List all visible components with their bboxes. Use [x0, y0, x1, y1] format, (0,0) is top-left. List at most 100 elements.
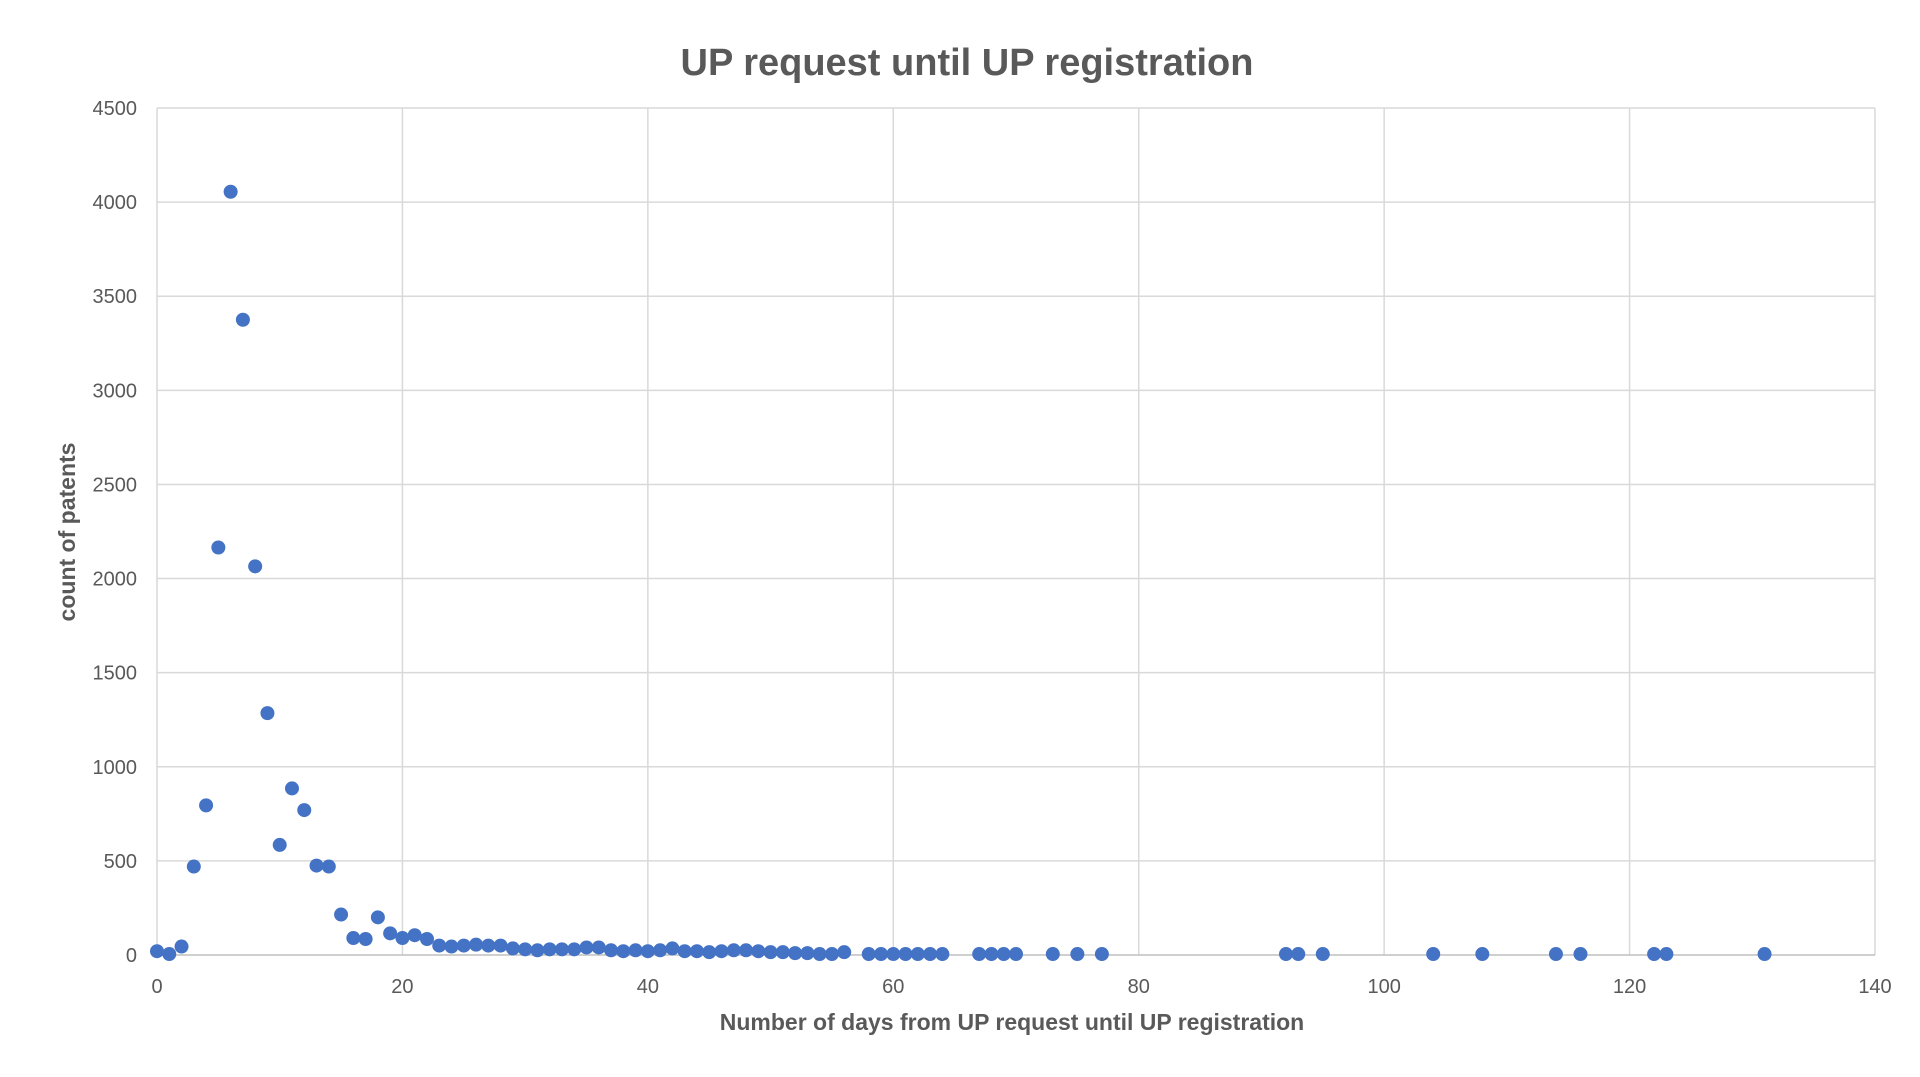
x-tick-label: 80 [1128, 976, 1150, 998]
data-point [800, 946, 814, 960]
data-point [346, 931, 360, 945]
data-point [788, 946, 802, 960]
data-point [825, 947, 839, 961]
y-tick-label: 2000 [93, 569, 138, 591]
data-point [886, 947, 900, 961]
x-tick-label: 20 [391, 976, 413, 998]
data-point [420, 932, 434, 946]
data-point [469, 938, 483, 952]
data-point [727, 943, 741, 957]
y-tick-label: 0 [126, 945, 137, 967]
data-point [273, 838, 287, 852]
y-tick-label: 4500 [93, 98, 138, 120]
data-point [1426, 947, 1440, 961]
data-point [678, 944, 692, 958]
data-point [690, 944, 704, 958]
y-tick-label: 1000 [93, 757, 138, 779]
data-point [1291, 947, 1305, 961]
data-point [297, 803, 311, 817]
data-point [555, 942, 569, 956]
data-point [175, 940, 189, 954]
x-tick-label: 0 [151, 976, 162, 998]
data-point [162, 947, 176, 961]
data-point [911, 947, 925, 961]
data-point [199, 798, 213, 812]
data-point [371, 910, 385, 924]
tick-labels: 0 500 1000 1500 2000 2500 3000 3500 4000 4500 0 20 4… [93, 98, 1892, 998]
data-point [997, 947, 1011, 961]
data-point [984, 947, 998, 961]
x-axis-label: Number of days from UP request until UP … [720, 1009, 1304, 1035]
data-point [310, 859, 324, 873]
data-point [653, 943, 667, 957]
x-tick-label: 60 [882, 976, 904, 998]
y-tick-label: 4000 [93, 192, 138, 214]
data-point [776, 945, 790, 959]
y-axis-label: count of patents [54, 443, 80, 622]
y-tick-label: 500 [104, 851, 137, 873]
x-tick-label: 100 [1367, 976, 1400, 998]
data-point [432, 939, 446, 953]
data-point [224, 185, 238, 199]
data-point [702, 945, 716, 959]
data-point [629, 943, 643, 957]
data-point [580, 940, 594, 954]
data-point [874, 947, 888, 961]
data-point [322, 860, 336, 874]
data-point [248, 559, 262, 573]
chart-title: UP request until UP registration [681, 42, 1254, 84]
data-point [923, 947, 937, 961]
data-point [1758, 947, 1772, 961]
data-point [641, 944, 655, 958]
data-point [408, 928, 422, 942]
data-point [1549, 947, 1563, 961]
data-point [1095, 947, 1109, 961]
data-point [236, 313, 250, 327]
data-point [751, 944, 765, 958]
data-point [604, 943, 618, 957]
data-point [543, 942, 557, 956]
data-point [211, 540, 225, 554]
data-point [494, 939, 508, 953]
data-point [1070, 947, 1084, 961]
data-point [1647, 947, 1661, 961]
data-point [1009, 947, 1023, 961]
gridlines [157, 108, 1875, 955]
x-tick-label: 40 [637, 976, 659, 998]
data-point [530, 943, 544, 957]
data-points [150, 185, 1772, 961]
data-point [899, 947, 913, 961]
y-tick-label: 3000 [93, 380, 138, 402]
x-tick-label: 120 [1613, 976, 1646, 998]
data-point [1046, 947, 1060, 961]
data-point [383, 926, 397, 940]
data-point [445, 940, 459, 954]
data-point [150, 944, 164, 958]
data-point [1573, 947, 1587, 961]
data-point [837, 945, 851, 959]
data-point [359, 932, 373, 946]
data-point [1475, 947, 1489, 961]
data-point [285, 781, 299, 795]
data-point [1279, 947, 1293, 961]
data-point [813, 947, 827, 961]
data-point [592, 940, 606, 954]
x-tick-label: 140 [1858, 976, 1891, 998]
y-tick-label: 3500 [93, 286, 138, 308]
data-point [739, 943, 753, 957]
data-point [567, 942, 581, 956]
data-point [616, 944, 630, 958]
data-point [481, 939, 495, 953]
data-point [972, 947, 986, 961]
data-point [518, 942, 532, 956]
data-point [714, 944, 728, 958]
y-tick-label: 2500 [93, 474, 138, 496]
data-point [935, 947, 949, 961]
data-point [862, 947, 876, 961]
y-tick-label: 1500 [93, 663, 138, 685]
data-point [764, 945, 778, 959]
data-point [665, 941, 679, 955]
data-point [260, 706, 274, 720]
data-point [334, 908, 348, 922]
